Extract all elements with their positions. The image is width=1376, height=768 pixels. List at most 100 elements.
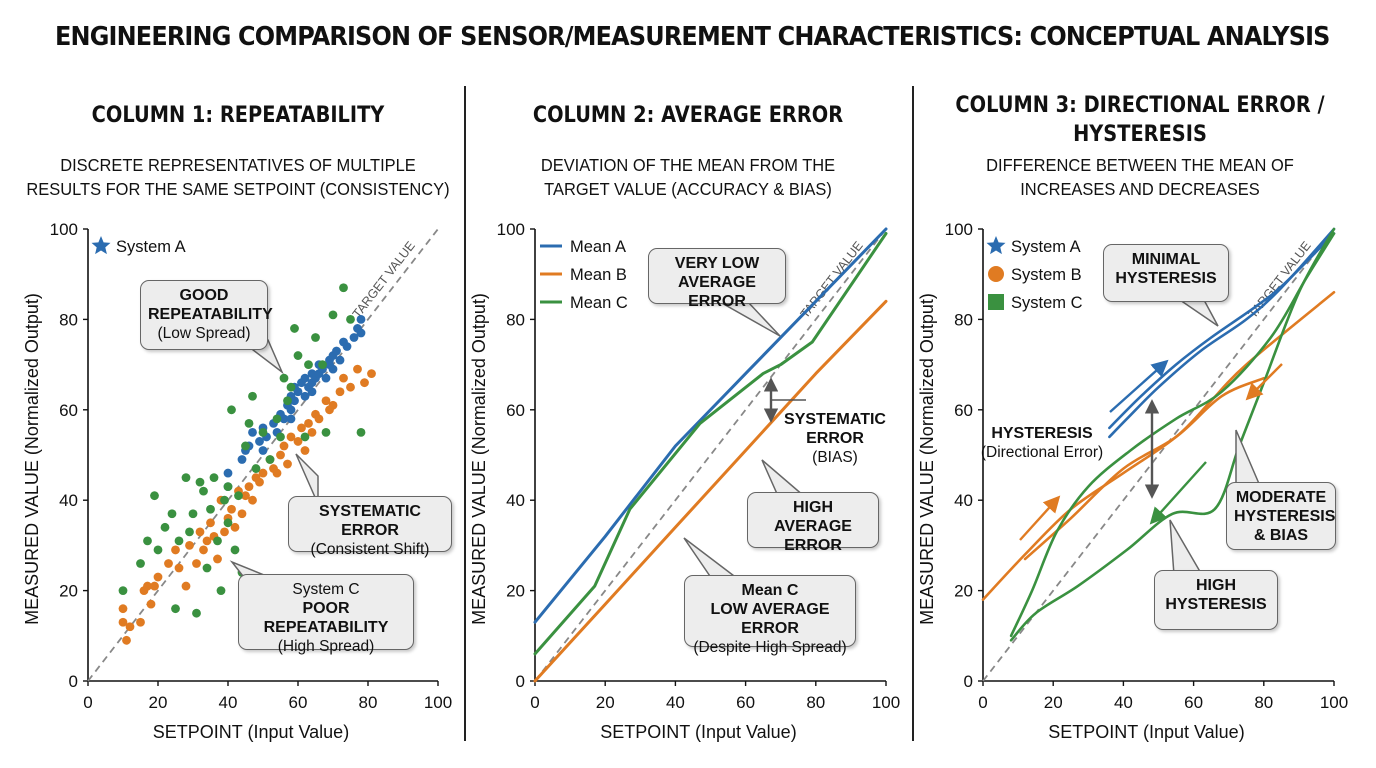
data-point: [122, 635, 131, 645]
data-point: [293, 387, 303, 397]
x-tick-label: 20: [149, 693, 168, 712]
x-tick-label: 100: [1320, 693, 1348, 712]
data-point: [367, 369, 376, 379]
data-point: [335, 355, 345, 365]
data-point: [241, 491, 250, 501]
y-tick-label: 100: [497, 220, 525, 239]
callout-title: MODERATE HYSTERESIS & BIAS: [1234, 489, 1336, 544]
arrow-b-decreasing: [1245, 363, 1283, 401]
data-point: [258, 468, 268, 478]
data-point: [335, 387, 345, 397]
callout-high-average-error: HIGH AVERAGE ERROR: [747, 492, 879, 554]
callout-title: HYSTERESIS: [991, 425, 1093, 442]
data-point: [360, 378, 369, 388]
data-point: [223, 518, 233, 528]
data-point: [300, 446, 310, 455]
data-point: [244, 482, 254, 492]
x-tick-label: 60: [289, 693, 308, 712]
data-point: [283, 459, 292, 469]
data-point: [146, 599, 156, 609]
data-point: [255, 437, 264, 446]
column-2-title: COLUMN 2: AVERAGE ERROR: [532, 103, 844, 128]
star-icon: [986, 236, 1006, 255]
callout-pointer: [1177, 299, 1219, 327]
x-tick-label: 40: [666, 693, 685, 712]
data-point: [153, 545, 163, 555]
y-axis-label: MEASURED VALUE (Normalized Output): [469, 293, 489, 625]
y-tick-label: 80: [506, 310, 525, 329]
data-point: [304, 418, 313, 428]
x-tick-label: 40: [1114, 693, 1133, 712]
legend-label: System A: [116, 238, 186, 256]
callout-text: (BIAS): [812, 449, 858, 466]
data-point: [164, 559, 173, 568]
column-divider-1: [464, 86, 466, 741]
y-tick-label: 40: [954, 491, 973, 510]
data-point: [227, 504, 236, 514]
arrow-a-increasing: [1109, 359, 1169, 413]
square-icon: [988, 294, 1004, 310]
data-point: [195, 477, 205, 487]
callout-text: (Low Spread): [157, 325, 251, 342]
circle-icon: [988, 266, 1004, 282]
mean-c-line: [533, 232, 888, 656]
column-3-subtitle: DIFFERENCE BETWEEN THE MEAN OF INCREASES…: [986, 155, 1294, 199]
callout-minimal-hysteresis: MINIMAL HYSTERESIS: [1103, 244, 1229, 302]
data-point: [321, 373, 331, 383]
data-point: [265, 455, 275, 464]
y-tick-label: 40: [506, 491, 525, 510]
data-point: [325, 405, 334, 415]
data-point: [237, 455, 247, 464]
data-point: [150, 581, 159, 591]
x-tick-label: 80: [1254, 693, 1273, 712]
data-point: [286, 432, 296, 442]
x-tick-label: 80: [359, 693, 378, 712]
data-point: [227, 405, 236, 415]
mean-b-line: [533, 299, 888, 683]
x-tick-label: 60: [736, 693, 755, 712]
data-point: [339, 373, 348, 383]
chart-1: 0 20 40 60 80 100 0 20 40 60 80 100 SETPOINT (Input …: [22, 220, 452, 742]
target-line-label: TARGET VALUE: [350, 239, 418, 321]
data-point: [118, 586, 128, 595]
arrow-c-decreasing: [1149, 461, 1207, 525]
x-tick-label: 100: [872, 693, 900, 712]
data-point: [276, 450, 285, 460]
callout-title: Mean C LOW AVERAGE ERROR: [710, 582, 830, 637]
callout-moderate-hysteresis-bias: MODERATE HYSTERESIS & BIAS: [1226, 482, 1336, 550]
data-point: [202, 563, 212, 573]
callout-text: (Consistent Shift): [310, 541, 430, 558]
legend-label: System C: [1011, 294, 1083, 312]
mean-a-line: [533, 227, 888, 624]
data-point: [293, 437, 303, 446]
legend-item-system-c: System C: [988, 294, 1083, 312]
y-tick-label: 60: [506, 401, 525, 420]
callout-text: (High Spread): [277, 638, 375, 655]
data-point: [118, 604, 128, 614]
x-tick-label: 20: [1044, 693, 1063, 712]
x-tick-label: 0: [530, 693, 539, 712]
y-tick-label: 20: [954, 582, 973, 601]
data-point: [300, 432, 310, 442]
data-point: [181, 473, 191, 482]
legend-item-mean-a: Mean A: [540, 238, 626, 256]
data-point: [311, 333, 320, 342]
data-point: [150, 491, 159, 501]
callout-title: VERY LOW AVERAGE ERROR: [674, 255, 760, 310]
data-point: [293, 351, 303, 360]
label-systematic-error-bias: SYSTEMATIC ERROR (BIAS): [780, 410, 890, 480]
callout-pointer: [1169, 519, 1204, 576]
x-tick-label: 40: [219, 693, 238, 712]
arrow-b-increasing: [1019, 495, 1061, 541]
y-axis-label: MEASURED VALUE (Normalized Output): [917, 293, 937, 625]
data-point: [258, 428, 268, 437]
callout-text: System C: [292, 581, 360, 598]
data-point: [220, 527, 229, 537]
y-tick-label: 0: [516, 672, 525, 691]
callout-text: (Directional Error): [980, 444, 1104, 461]
data-point: [321, 396, 331, 406]
callout-mean-c-low-average-error: Mean C LOW AVERAGE ERROR (Despite High Sp…: [684, 575, 856, 656]
callout-title: GOOD REPEATABILITY: [148, 287, 273, 323]
data-point: [258, 446, 268, 455]
